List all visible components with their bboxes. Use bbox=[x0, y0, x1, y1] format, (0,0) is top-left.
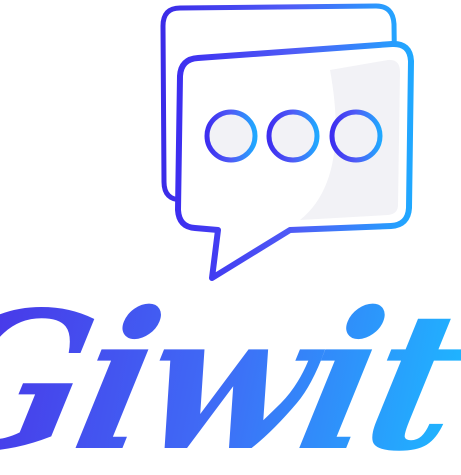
giwit-wordmark: Giwit bbox=[0, 271, 461, 475]
typing-dots bbox=[204, 109, 383, 163]
typing-dot-icon bbox=[204, 109, 258, 163]
svg-text:Giwit: Giwit bbox=[0, 271, 461, 475]
typing-dot-icon bbox=[329, 109, 383, 163]
typing-dot-icon bbox=[266, 109, 320, 163]
